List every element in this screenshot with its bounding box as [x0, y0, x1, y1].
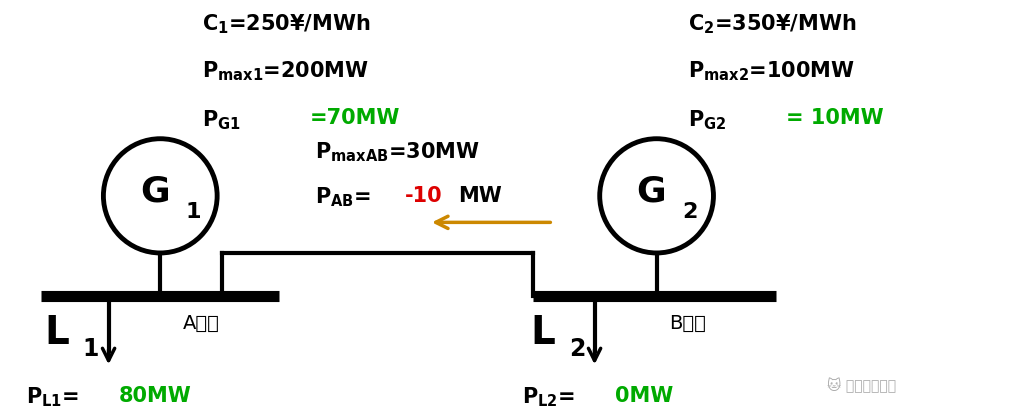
- Text: $\bf{P_{max1}}$=200MW: $\bf{P_{max1}}$=200MW: [202, 59, 369, 83]
- Text: $\bf{P_{AB}}$=: $\bf{P_{AB}}$=: [315, 186, 371, 209]
- Text: = 10MW: = 10MW: [786, 108, 883, 128]
- Text: $\bf{P_{L1}}$=: $\bf{P_{L1}}$=: [26, 386, 79, 408]
- Text: $\bf{P_{L2}}$=: $\bf{P_{L2}}$=: [522, 386, 575, 408]
- Text: B节点: B节点: [669, 314, 706, 333]
- Text: L: L: [44, 313, 69, 352]
- Text: G: G: [637, 175, 666, 209]
- Text: 1: 1: [83, 337, 99, 361]
- Text: 80MW: 80MW: [119, 386, 191, 406]
- Text: $\bf{P_{max2}}$=100MW: $\bf{P_{max2}}$=100MW: [688, 59, 855, 83]
- Text: -10: -10: [405, 186, 443, 206]
- Text: L: L: [530, 313, 555, 352]
- Ellipse shape: [600, 139, 713, 253]
- Ellipse shape: [103, 139, 217, 253]
- Text: 0MW: 0MW: [615, 386, 673, 406]
- Text: 2: 2: [569, 337, 585, 361]
- Text: A节点: A节点: [183, 314, 220, 333]
- Text: $\bf{C_2}$=350¥/MWh: $\bf{C_2}$=350¥/MWh: [688, 12, 856, 36]
- Text: $\bf{P_{G2}}$: $\bf{P_{G2}}$: [688, 108, 726, 132]
- Text: MW: MW: [458, 186, 501, 206]
- Text: =70MW: =70MW: [310, 108, 400, 128]
- Text: $\bf{C_1}$=250¥/MWh: $\bf{C_1}$=250¥/MWh: [202, 12, 370, 36]
- Text: G: G: [141, 175, 170, 209]
- Text: 🐱 走进电力市场: 🐱 走进电力市场: [827, 377, 896, 393]
- Text: $\bf{P_{maxAB}}$=30MW: $\bf{P_{maxAB}}$=30MW: [315, 141, 480, 164]
- Text: $\bf{P_{G1}}$: $\bf{P_{G1}}$: [202, 108, 240, 132]
- Text: 1: 1: [186, 202, 201, 222]
- Text: 2: 2: [682, 202, 697, 222]
